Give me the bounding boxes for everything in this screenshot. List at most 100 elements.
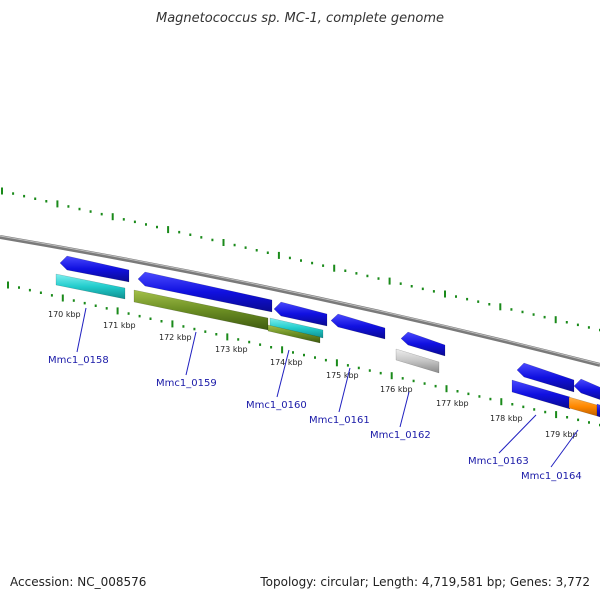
feature-track [55, 255, 600, 418]
upper-minor-tick [122, 218, 125, 221]
upper-minor-tick [488, 303, 491, 306]
scale-label-170: 170 kbp [48, 310, 81, 319]
upper-major-tick [444, 290, 446, 298]
scale-label-176: 176 kbp [380, 385, 413, 394]
label-line-0162 [399, 391, 410, 428]
lower-minor-tick [182, 325, 185, 328]
upper-major-tick [1, 187, 3, 195]
lower-major-tick [281, 346, 284, 354]
genome-backbone-highlight [0, 235, 600, 365]
lower-minor-tick [72, 299, 75, 302]
upper-major-tick [56, 200, 59, 208]
upper-minor-tick [23, 194, 26, 198]
gene-label-mmc1-0161[interactable]: Mmc1_0161 [309, 415, 370, 426]
lower-minor-tick [259, 343, 262, 346]
upper-minor-tick [455, 295, 457, 298]
upper-minor-tick [366, 274, 369, 278]
gene-label-mmc1-0160[interactable]: Mmc1_0160 [246, 400, 307, 411]
lower-minor-tick [368, 369, 371, 372]
lower-minor-tick [215, 333, 218, 336]
upper-minor-tick [532, 313, 535, 316]
gene-label-mmc1-0164[interactable]: Mmc1_0164 [521, 471, 582, 482]
upper-minor-tick [133, 220, 136, 224]
lower-minor-tick [401, 377, 404, 380]
gene-label-mmc1-0158[interactable]: Mmc1_0158 [48, 355, 109, 366]
gene-label-mmc1-0162[interactable]: Mmc1_0162 [370, 430, 431, 441]
upper-minor-tick [100, 212, 103, 216]
upper-minor-tick [432, 290, 435, 293]
upper-minor-tick [288, 256, 291, 260]
lower-minor-tick [50, 294, 53, 297]
upper-minor-tick [565, 321, 568, 324]
label-line-0164 [550, 429, 579, 468]
lower-minor-tick [204, 330, 207, 333]
gene-mmc1-0159-cds[interactable] [137, 271, 273, 313]
upper-minor-tick [543, 315, 546, 319]
lower-major-tick [555, 411, 558, 419]
gene-label-mmc1-0159[interactable]: Mmc1_0159 [156, 378, 217, 389]
lower-minor-tick [456, 390, 459, 393]
lower-minor-tick [138, 314, 141, 318]
lower-minor-tick [478, 395, 481, 398]
lower-minor-tick [149, 317, 152, 320]
upper-minor-tick [156, 225, 158, 229]
scale-label-178: 178 kbp [490, 414, 523, 423]
upper-minor-tick [576, 323, 579, 327]
gene-mmc1-0163-blue-lower[interactable] [511, 379, 571, 410]
gene-label-mmc1-0163[interactable]: Mmc1_0163 [468, 456, 529, 467]
upper-minor-tick [211, 238, 214, 242]
gene-mmc1-0164-blue[interactable] [596, 403, 600, 418]
gene-mmc1-0164-orange[interactable] [568, 396, 598, 417]
upper-tick-row [1, 187, 600, 332]
upper-major-tick [222, 239, 225, 246]
upper-minor-tick [189, 233, 192, 236]
upper-minor-tick [45, 200, 48, 203]
gene-mmc1-0158-rna[interactable] [55, 273, 126, 300]
lower-tick-row [7, 281, 600, 427]
upper-major-tick [388, 277, 391, 285]
lower-minor-tick [292, 351, 294, 354]
scale-label-171: 171 kbp [103, 321, 136, 330]
lower-major-tick [7, 281, 9, 289]
lower-minor-tick [533, 408, 536, 411]
upper-minor-tick [477, 300, 480, 303]
lower-minor-tick [105, 307, 108, 310]
lower-minor-tick [127, 312, 130, 315]
lower-minor-tick [522, 405, 525, 409]
lower-major-tick [61, 294, 64, 302]
upper-minor-tick [255, 249, 258, 252]
gene-mmc1-0160-rna[interactable] [269, 317, 324, 339]
gene-mmc1-0162-gray[interactable] [395, 348, 440, 374]
gene-mmc1-0160-olive[interactable] [267, 324, 321, 344]
gene-mmc1-0161-cds[interactable] [330, 313, 386, 340]
upper-minor-tick [300, 259, 302, 262]
lower-minor-tick [489, 397, 492, 401]
lower-minor-tick [193, 327, 196, 331]
upper-minor-tick [466, 297, 469, 301]
upper-minor-tick [410, 285, 413, 288]
genome-backbone [0, 235, 600, 367]
upper-major-tick [111, 213, 114, 221]
scale-label-179: 179 kbp [545, 430, 578, 439]
lower-minor-tick [434, 384, 437, 388]
upper-minor-tick [266, 251, 269, 254]
lower-major-tick [226, 333, 229, 341]
lower-minor-tick [83, 301, 86, 305]
accession-text: Accession: NC_008576 [10, 575, 146, 589]
gene-mmc1-0160-cds[interactable] [273, 301, 328, 327]
upper-minor-tick [178, 230, 181, 234]
gene-mmc1-0158-cds[interactable] [59, 255, 130, 283]
upper-minor-tick [399, 282, 402, 285]
gene-mmc1-0162-cds[interactable] [400, 331, 446, 357]
lower-minor-tick [412, 379, 415, 383]
upper-major-tick [333, 264, 336, 272]
gene-mmc1-0163-cds-b[interactable] [573, 378, 600, 401]
upper-minor-tick [145, 223, 147, 226]
upper-minor-tick [521, 310, 524, 314]
lower-minor-tick [566, 416, 569, 419]
gene-label-lines [76, 307, 579, 468]
lower-major-tick [500, 398, 503, 406]
upper-minor-tick [233, 243, 236, 247]
lower-minor-tick [237, 338, 240, 341]
